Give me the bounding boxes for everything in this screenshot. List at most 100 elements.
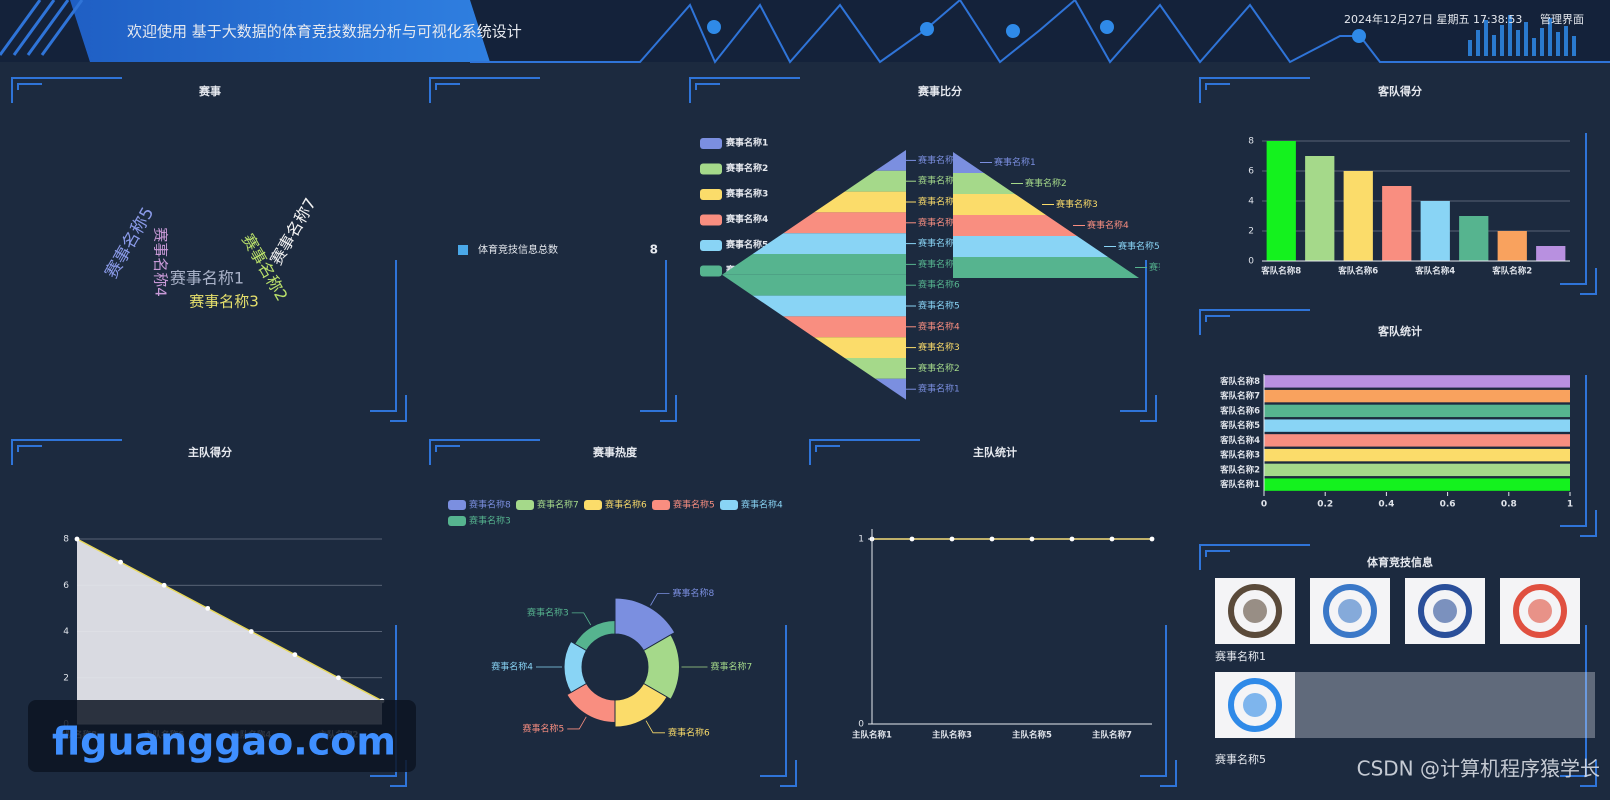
slice-label: 赛事名称5 bbox=[523, 722, 565, 734]
funnel-segment bbox=[953, 215, 1077, 236]
bar bbox=[1264, 419, 1570, 432]
word-cloud-word: 赛事名称4 bbox=[152, 227, 170, 297]
bar bbox=[1420, 201, 1450, 261]
panel-corner bbox=[1199, 544, 1310, 570]
y-tick-label: 8 bbox=[63, 535, 69, 545]
x-tick-label: 主队名称5 bbox=[1012, 730, 1052, 741]
funnel-segment bbox=[844, 170, 906, 192]
bar bbox=[1264, 404, 1570, 418]
funnel-segment bbox=[752, 295, 906, 317]
chart-title: 赛事热度 bbox=[592, 445, 638, 459]
funnel-segment bbox=[844, 358, 906, 379]
legend-swatch bbox=[448, 500, 466, 510]
line bbox=[76, 538, 383, 702]
logo-image bbox=[1500, 578, 1580, 644]
legend-label: 赛事名称5 bbox=[725, 239, 768, 251]
slice-label: 赛事名称6 bbox=[668, 726, 710, 738]
panel-title: 体育竞技信息 bbox=[1367, 555, 1433, 569]
funnel-label: 赛事名称1 bbox=[918, 383, 960, 395]
chart-title: 主队得分 bbox=[188, 445, 232, 459]
panel-corner bbox=[1560, 625, 1597, 787]
point bbox=[336, 675, 341, 681]
bar bbox=[1266, 141, 1296, 261]
panel-corner bbox=[11, 439, 122, 465]
y-tick-label: 6 bbox=[1248, 167, 1254, 177]
funnel-label: 赛事名称6 bbox=[1149, 261, 1191, 273]
rose-sector bbox=[642, 634, 680, 700]
y-tick-label: 2 bbox=[63, 673, 69, 683]
logo-core bbox=[1528, 599, 1552, 623]
funnel-segment bbox=[752, 233, 906, 254]
word-cloud-word: 赛事名称3 bbox=[189, 293, 259, 311]
bar bbox=[1536, 246, 1566, 261]
legend-swatch bbox=[700, 214, 722, 226]
bar bbox=[1264, 375, 1570, 388]
legend-label: 赛事名称1 bbox=[725, 137, 768, 149]
panel-corner bbox=[1199, 309, 1310, 335]
header-dots bbox=[707, 20, 1366, 43]
x-tick-label: 主队名称3 bbox=[932, 730, 972, 741]
funnel-segment bbox=[953, 194, 1046, 215]
legend-label: 赛事名称4 bbox=[741, 499, 783, 511]
item-caption: 赛事名称5 bbox=[1215, 752, 1266, 766]
bar bbox=[1382, 186, 1412, 261]
word-cloud-word: 赛事名称1 bbox=[170, 269, 244, 288]
logo-emblem bbox=[1228, 584, 1282, 638]
label-leader bbox=[567, 716, 587, 730]
panel-corner bbox=[640, 260, 677, 422]
legend-swatch bbox=[448, 516, 466, 526]
funnel-segment bbox=[953, 173, 1015, 194]
point bbox=[74, 536, 80, 542]
header-title: 欢迎使用 基于大数据的体育竞技数据分析与可视化系统设计 bbox=[127, 23, 522, 41]
header-stripes bbox=[0, 0, 84, 56]
funnel-segment bbox=[953, 236, 1108, 257]
funnel-label: 赛事名称3 bbox=[1056, 198, 1098, 210]
panel-corner bbox=[429, 77, 540, 103]
chart-title: 赛事 bbox=[198, 84, 221, 98]
y-tick-label: 4 bbox=[63, 627, 69, 637]
chart-title: 客队统计 bbox=[1377, 324, 1422, 338]
y-tick-label: 4 bbox=[1248, 197, 1254, 207]
legend-label: 赛事名称3 bbox=[469, 515, 511, 527]
funnel-label: 赛事名称3 bbox=[918, 196, 960, 208]
logo-core bbox=[1338, 599, 1362, 623]
logo-emblem bbox=[1513, 584, 1567, 638]
chart-title: 主队统计 bbox=[973, 445, 1017, 459]
y-tick-label: 客队名称1 bbox=[1219, 479, 1260, 490]
area bbox=[77, 539, 382, 724]
y-tick-label: 2 bbox=[1248, 227, 1254, 237]
funnel-segment bbox=[783, 316, 906, 338]
panel-corner bbox=[370, 260, 407, 422]
x-tick-label: 0.8 bbox=[1501, 500, 1517, 510]
panel-corner bbox=[809, 439, 920, 465]
image-fade bbox=[1295, 672, 1595, 738]
legend-swatch bbox=[700, 265, 722, 277]
bar bbox=[1264, 478, 1570, 491]
x-tick-label: 客队名称6 bbox=[1337, 266, 1378, 277]
funnel-label: 赛事名称5 bbox=[1118, 240, 1160, 252]
funnel-label: 赛事名称2 bbox=[918, 362, 960, 374]
logo-emblem bbox=[1323, 584, 1377, 638]
funnel-label: 赛事名称5 bbox=[918, 300, 960, 312]
header-banner bbox=[70, 0, 490, 62]
point bbox=[248, 629, 254, 634]
stat-value: 8 bbox=[650, 243, 658, 257]
legend-swatch bbox=[700, 163, 722, 175]
word-cloud-word: 赛事名称7 bbox=[266, 195, 320, 269]
legend-swatch bbox=[458, 245, 468, 255]
point bbox=[1149, 536, 1155, 542]
rose-sector bbox=[574, 619, 616, 652]
funnel-segment bbox=[875, 378, 906, 400]
y-tick-label: 0 bbox=[858, 720, 864, 730]
admin-link[interactable]: 管理界面 bbox=[1540, 12, 1584, 26]
bar bbox=[1343, 171, 1373, 261]
funnel-group: 赛事名称1 赛事名称2 赛事名称3 赛事名称4 赛事名称5 赛事名称6 赛事名称1 赛事名称2… bbox=[700, 137, 1191, 400]
point bbox=[1069, 536, 1075, 542]
y-tick-label: 8 bbox=[1248, 137, 1254, 147]
funnel-segment bbox=[875, 150, 906, 171]
slice-label: 赛事名称4 bbox=[491, 661, 533, 673]
funnel-segment bbox=[722, 274, 906, 296]
funnel-label: 赛事名称1 bbox=[994, 156, 1036, 168]
legend-swatch bbox=[516, 500, 534, 510]
funnel-label: 赛事名称2 bbox=[918, 175, 960, 187]
